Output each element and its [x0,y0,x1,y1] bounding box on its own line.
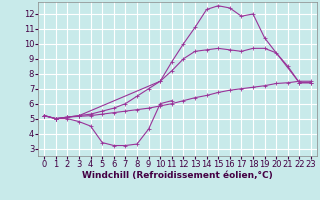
X-axis label: Windchill (Refroidissement éolien,°C): Windchill (Refroidissement éolien,°C) [82,171,273,180]
